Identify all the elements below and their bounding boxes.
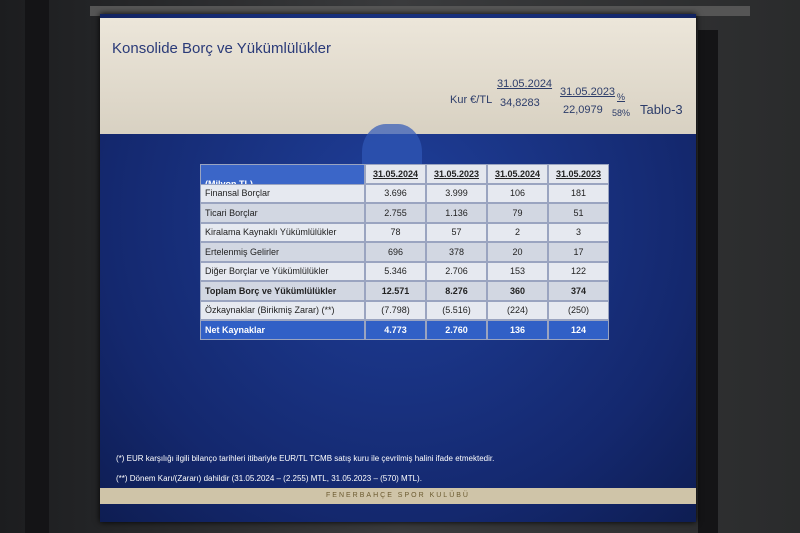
- table-row: 31.05.2024 31.05.2023 31.05.2024 31.05.2023: [365, 164, 610, 184]
- table-row: Kiralama Kaynaklı Yükümlülükler 78 57 2 3: [200, 222, 610, 242]
- rate: 22,0979: [563, 104, 603, 116]
- value-cell: 2: [487, 222, 548, 242]
- value-cell: 51: [548, 203, 609, 223]
- change: 58%: [612, 108, 631, 118]
- value-cell: 8.276: [426, 281, 487, 301]
- row-label: Toplam Borç ve Yükümlülükler: [200, 281, 365, 301]
- slide-header: Konsolide Borç ve Yükümlülükler Kur €/TL…: [100, 18, 696, 134]
- value-cell: 5.346: [365, 261, 426, 281]
- value-cell: 124: [548, 320, 609, 340]
- row-label: Ertelenmiş Gelirler: [200, 242, 365, 262]
- footer: FENERBAHÇE SPOR KULÜBÜ: [100, 488, 696, 504]
- date-header: 31.05.2024: [487, 164, 548, 184]
- table-row: Ticari Borçlar 2.755 1.136 79 51: [200, 203, 610, 223]
- value-cell: 3.696: [365, 183, 426, 203]
- truss-left: [25, 0, 49, 533]
- value-cell: (5.516): [426, 300, 487, 320]
- table-row: Özkaynaklar (Birikmiş Zarar) (**) (7.798)…: [200, 300, 610, 320]
- value-cell: 4.773: [365, 320, 426, 340]
- value-cell: (224): [487, 300, 548, 320]
- value-cell: 78: [365, 222, 426, 242]
- value-cell: 2.706: [426, 261, 487, 281]
- truss-top: [90, 6, 750, 16]
- value-cell: 360: [487, 281, 548, 301]
- date: 31.05.2023: [560, 86, 616, 98]
- table-label: Tablo-3: [640, 102, 683, 117]
- value-cell: (250): [548, 300, 609, 320]
- date-header: 31.05.2023: [548, 164, 609, 184]
- value-cell: (7.798): [365, 300, 426, 320]
- date: 31.05.2024: [497, 78, 553, 90]
- value-cell: 136: [487, 320, 548, 340]
- row-label: Net Kaynaklar: [200, 320, 365, 340]
- value-cell: 122: [548, 261, 609, 281]
- row-label: Finansal Borçlar: [200, 183, 365, 203]
- table-row: Diğer Borçlar ve Yükümlülükler 5.346 2.706…: [200, 261, 610, 281]
- value-cell: 374: [548, 281, 609, 301]
- table-row: Toplam Borç ve Yükümlülükler 12.571 8.276 3…: [200, 281, 610, 301]
- truss-right: [698, 30, 718, 533]
- value-cell: 696: [365, 242, 426, 262]
- value-cell: 3: [548, 222, 609, 242]
- table-row: Ertelenmiş Gelirler 696 378 20 17: [200, 242, 610, 262]
- value-cell: 57: [426, 222, 487, 242]
- value-cell: 2.760: [426, 320, 487, 340]
- date-header: 31.05.2024: [365, 164, 426, 184]
- table-row: Finansal Borçlar 3.696 3.999 106 181: [200, 183, 610, 203]
- rate-label: Kur €/TL: [450, 94, 493, 106]
- date-header: 31.05.2023: [426, 164, 487, 184]
- footnote: (**) Dönem Karı/(Zararı) dahildir (31.05…: [116, 474, 422, 483]
- rate: 34,8283: [500, 97, 540, 109]
- value-cell: 79: [487, 203, 548, 223]
- value-cell: 181: [548, 183, 609, 203]
- table: (Milyon TL)TLEUR (*)31.05.202431.05.2023…: [200, 164, 610, 340]
- row-label: Özkaynaklar (Birikmiş Zarar) (**): [200, 300, 365, 320]
- value-cell: 153: [487, 261, 548, 281]
- value-cell: 12.571: [365, 281, 426, 301]
- value-cell: 3.999: [426, 183, 487, 203]
- row-label: Ticari Borçlar: [200, 203, 365, 223]
- screen: Konsolide Borç ve Yükümlülükler Kur €/TL…: [100, 14, 696, 522]
- value-cell: 2.755: [365, 203, 426, 223]
- row-label: Diğer Borçlar ve Yükümlülükler: [200, 261, 365, 281]
- value-cell: 20: [487, 242, 548, 262]
- row-label: Kiralama Kaynaklı Yükümlülükler: [200, 222, 365, 242]
- footnote: (*) EUR karşılığı ilgili bilanço tarihle…: [116, 454, 495, 463]
- value-cell: 17: [548, 242, 609, 262]
- value-cell: 1.136: [426, 203, 487, 223]
- value-cell: 378: [426, 242, 487, 262]
- change-label: %: [617, 92, 626, 102]
- slide-title: Konsolide Borç ve Yükümlülükler: [112, 40, 332, 57]
- value-cell: 106: [487, 183, 548, 203]
- table-row: Net Kaynaklar 4.773 2.760 136 124: [200, 320, 610, 340]
